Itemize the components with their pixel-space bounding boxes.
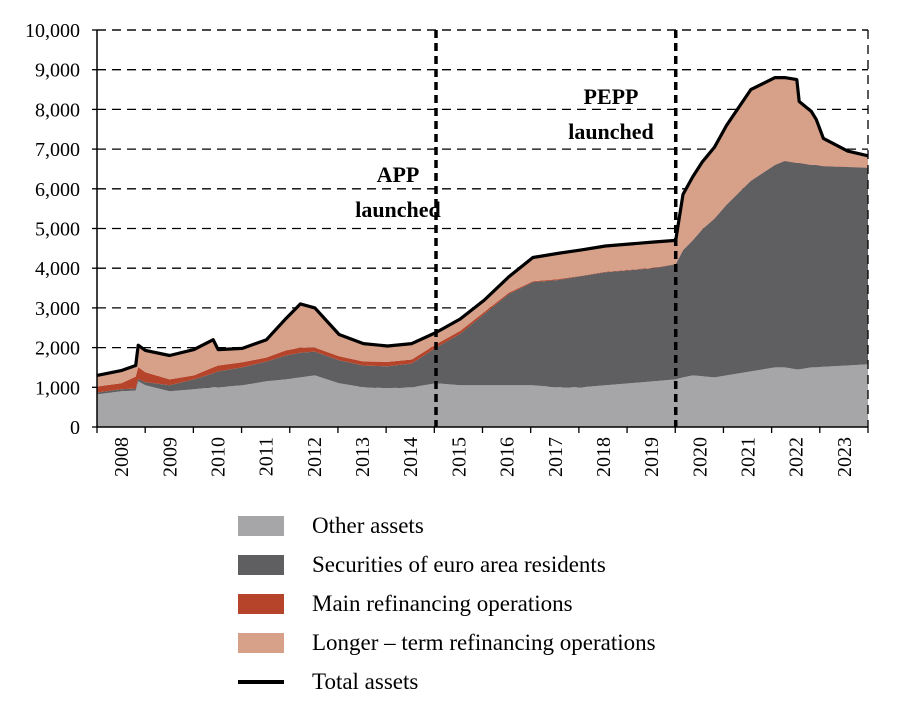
legend-item-other-assets: Other assets	[238, 506, 878, 545]
legend-label-total-assets: Total assets	[312, 668, 419, 694]
event-label-1: PEPP	[584, 84, 639, 109]
x-tick-label: 2011	[256, 437, 278, 476]
y-tick-label: 9,000	[35, 60, 80, 82]
y-tick-label: 8,000	[35, 99, 80, 121]
x-tick-label: 2023	[834, 437, 856, 477]
legend-swatch-other-assets	[238, 515, 284, 536]
x-axis-ticks: 2008 2009 2010 2011 2012 2013 2014 2015 2016 2017…	[96, 427, 869, 477]
legend-item-securities: Securities of euro area residents	[238, 545, 878, 584]
x-tick-label: 2012	[304, 437, 326, 477]
legend-swatch-mro	[238, 593, 284, 614]
y-tick-label: 1,000	[35, 377, 80, 399]
total-assets-series	[96, 76, 869, 377]
y-tick-label: 6,000	[35, 179, 80, 201]
x-tick-label: 2013	[352, 437, 374, 477]
x-tick-label: 2018	[593, 437, 615, 477]
y-tick-label: 10,000	[25, 20, 80, 42]
y-tick-label: 2,000	[35, 338, 80, 360]
x-tick-label: 2015	[448, 437, 470, 477]
legend-item-total-assets: Total assets	[238, 662, 878, 701]
event-label-1: launched	[568, 119, 654, 144]
y-tick-label: 7,000	[35, 139, 80, 161]
x-tick-label: 2008	[111, 437, 133, 477]
legend: Other assets Securities of euro area res…	[238, 506, 878, 701]
legend-label-mro: Main refinancing operations	[312, 590, 573, 616]
y-tick-label: 5,000	[35, 219, 80, 241]
x-tick-label: 2019	[641, 437, 663, 477]
y-tick-label: 3,000	[35, 298, 80, 320]
legend-item-ltro: Longer – term refinancing operations	[238, 623, 878, 662]
stacked-areas	[97, 77, 868, 427]
legend-line-total-assets	[238, 679, 284, 684]
x-tick-label: 2014	[400, 437, 422, 477]
legend-swatch-ltro	[238, 632, 284, 653]
event-markers: APP launched PEPP launched	[355, 30, 678, 427]
y-tick-label: 0	[70, 417, 80, 439]
x-tick-label: 2009	[159, 437, 181, 477]
x-tick-label: 2017	[545, 437, 567, 477]
total-assets-line	[96, 76, 869, 377]
legend-item-mro: Main refinancing operations	[238, 584, 878, 623]
legend-swatch-securities	[238, 554, 284, 575]
chart-canvas: APP launched PEPP launched 0 1,000 2,000 3,000…	[25, 20, 869, 477]
event-label-0: APP	[377, 162, 420, 187]
x-tick-label: 2010	[208, 437, 230, 477]
x-tick-label: 2022	[786, 437, 808, 477]
y-axis-ticks: 0 1,000 2,000 3,000 4,000 5,000 6,000 7,000 8,00…	[25, 20, 97, 439]
y-tick-label: 4,000	[35, 258, 80, 280]
x-tick-label: 2021	[738, 437, 760, 477]
event-label-0: launched	[355, 197, 441, 222]
x-tick-label: 2020	[689, 437, 711, 477]
legend-label-ltro: Longer – term refinancing operations	[312, 629, 656, 655]
legend-label-other-assets: Other assets	[312, 512, 424, 538]
x-tick-label: 2016	[497, 437, 519, 477]
legend-label-securities: Securities of euro area residents	[312, 551, 606, 577]
